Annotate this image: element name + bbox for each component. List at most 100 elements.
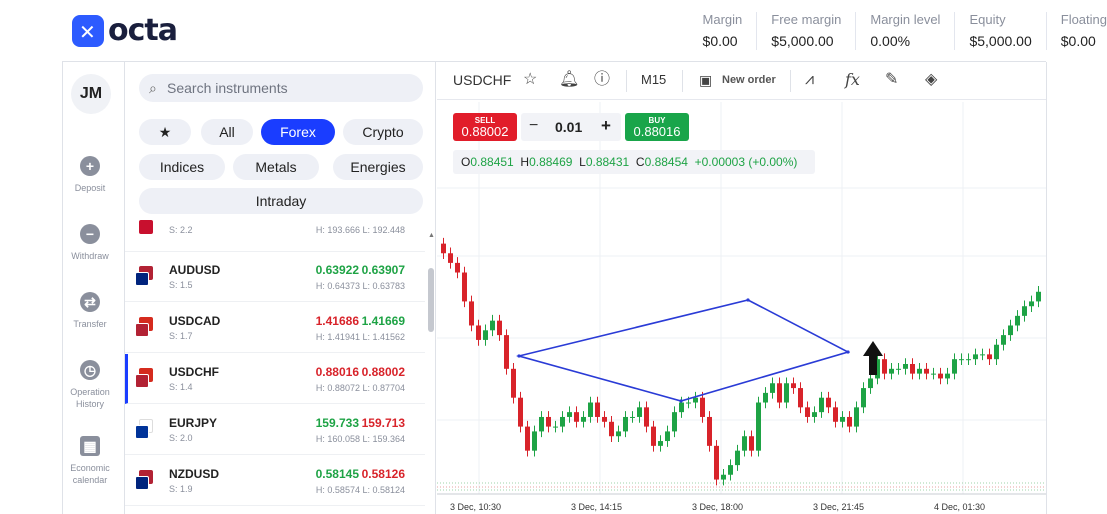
candle xyxy=(749,436,754,451)
filter-all[interactable]: All xyxy=(201,119,253,145)
pencil-icon[interactable]: ✎ xyxy=(885,71,899,88)
candle xyxy=(1008,325,1013,336)
candle xyxy=(672,412,677,432)
increase-qty-button[interactable]: + xyxy=(601,116,611,135)
bid-price[interactable]: 0.63922 xyxy=(315,263,359,277)
list-item[interactable]: S: 2.2 H: 193.666 L: 192.448 xyxy=(125,214,425,252)
candle xyxy=(819,397,824,413)
instrument-usdcad[interactable]: USDCAD S: 1.7 1.41686 1.41669 H: 1.41941… xyxy=(125,303,425,353)
new-order-icon[interactable]: ▣ xyxy=(699,72,713,88)
candle xyxy=(791,383,796,389)
candle xyxy=(966,359,971,361)
candle xyxy=(490,320,495,331)
candle xyxy=(476,325,481,340)
candle xyxy=(805,407,810,417)
candle xyxy=(441,243,446,254)
ask-price[interactable]: 0.58126 xyxy=(361,467,405,481)
economic-calendar-button[interactable]: ▦ Economic calendar xyxy=(70,436,110,485)
candle xyxy=(987,354,992,360)
bid-price[interactable]: 159.733 xyxy=(315,416,359,430)
indicators-icon[interactable]: ⩘ xyxy=(805,71,815,88)
scroll-up-icon[interactable]: ▲ xyxy=(428,232,435,239)
candle xyxy=(742,436,747,451)
quantity-stepper: − 0.01 + xyxy=(521,113,621,141)
brand-name: octa xyxy=(108,13,178,48)
candle xyxy=(651,426,656,446)
operation-history-button[interactable]: ◷ Operation History xyxy=(70,360,110,409)
filter-energies[interactable]: Energies xyxy=(333,154,423,180)
timeframe-selector[interactable]: M15 xyxy=(641,72,667,87)
octa-logo-icon: ✕ xyxy=(72,15,104,47)
candle xyxy=(1001,335,1006,345)
frame-divider xyxy=(62,61,1046,62)
instrument-usdchf[interactable]: USDCHF S: 1.4 0.88016 0.88002 H: 0.88072… xyxy=(125,354,425,404)
octa-logo[interactable]: ✕ octa xyxy=(72,13,178,48)
filter-favorites[interactable]: ★ xyxy=(139,119,191,145)
x-tick-label: 3 Dec, 10:30 xyxy=(450,502,502,512)
ask-price[interactable]: 0.63907 xyxy=(361,263,405,277)
spread-value: S: 1.5 xyxy=(169,280,193,290)
metric-margin-level: Margin level 0.00% xyxy=(855,12,940,50)
top-bar: ✕ octa Margin $0.00 Free margin $5,000.00 … xyxy=(0,0,1107,62)
metric-free-margin: Free margin $5,000.00 xyxy=(756,12,841,50)
clock-icon: ◷ xyxy=(80,360,100,380)
candle xyxy=(840,416,845,422)
ask-price[interactable]: 1.41669 xyxy=(361,314,405,328)
x-axis: 3 Dec, 10:30 3 Dec, 14:15 3 Dec, 18:00 3… xyxy=(437,502,1046,514)
instrument-eurjpy[interactable]: EURJPY S: 2.0 159.733 159.713 H: 160.058… xyxy=(125,405,425,455)
candle xyxy=(763,392,768,403)
instrument-nzdusd[interactable]: NZDUSD S: 1.9 0.58145 0.58126 H: 0.58574… xyxy=(125,456,425,506)
function-icon[interactable]: fx xyxy=(845,70,860,89)
bid-price[interactable]: 0.58145 xyxy=(315,467,359,481)
ask-price[interactable]: 0.88002 xyxy=(361,365,405,379)
candle xyxy=(1015,315,1020,326)
sell-button[interactable]: SELL 0.88002 xyxy=(453,113,517,141)
chart-symbol[interactable]: USDCHF xyxy=(453,72,512,88)
info-icon[interactable]: ⓘ xyxy=(594,71,611,88)
candle xyxy=(560,416,565,427)
decrease-qty-button[interactable]: − xyxy=(529,117,539,134)
candle xyxy=(553,426,558,428)
list-scrollbar[interactable] xyxy=(428,268,434,332)
candle xyxy=(882,359,887,374)
filter-crypto[interactable]: Crypto xyxy=(343,119,423,145)
chart-area: USDCHF ☆ 🔔︎ ⓘ M15 ▣ New order ⩘ fx ✎ ◈ S… xyxy=(437,62,1046,514)
left-nav: JM + Deposit − Withdraw ⇄ Transfer ◷ Ope… xyxy=(62,62,124,514)
candle xyxy=(875,359,880,379)
avatar[interactable]: JM xyxy=(71,74,111,114)
x-tick-label: 3 Dec, 18:00 xyxy=(692,502,744,512)
ask-price[interactable]: 159.713 xyxy=(361,416,405,430)
x-tick-label: 4 Dec, 01:30 xyxy=(934,502,986,512)
candle xyxy=(952,359,957,374)
filter-forex[interactable]: Forex xyxy=(261,119,335,145)
metric-margin: Margin $0.00 xyxy=(702,12,743,49)
candle xyxy=(679,402,684,413)
symbol: AUDUSD xyxy=(169,263,221,277)
bell-icon[interactable]: 🔔︎ xyxy=(559,71,580,88)
filter-metals[interactable]: Metals xyxy=(233,154,319,180)
candle xyxy=(630,416,635,418)
filter-indices[interactable]: Indices xyxy=(139,154,225,180)
candle xyxy=(980,354,985,356)
quantity-value[interactable]: 0.01 xyxy=(555,119,583,135)
bid-price[interactable]: 0.88016 xyxy=(315,365,359,379)
search-input[interactable] xyxy=(167,74,417,102)
star-icon[interactable]: ☆ xyxy=(523,71,538,88)
instrument-audusd[interactable]: AUDUSD S: 1.5 0.63922 0.63907 H: 0.64373… xyxy=(125,252,425,302)
candle xyxy=(637,407,642,417)
buy-button[interactable]: BUY 0.88016 xyxy=(625,113,689,141)
bid-price[interactable]: 1.41686 xyxy=(315,314,359,328)
new-order-button[interactable]: New order xyxy=(722,74,776,86)
candle xyxy=(1029,301,1034,307)
filter-intraday[interactable]: Intraday xyxy=(139,188,423,214)
transfer-button[interactable]: ⇄ Transfer xyxy=(73,292,107,329)
deposit-button[interactable]: + Deposit xyxy=(74,156,106,193)
candle xyxy=(644,407,649,427)
x-tick-label: 3 Dec, 14:15 xyxy=(571,502,623,512)
candle xyxy=(602,416,607,422)
layers-icon[interactable]: ◈ xyxy=(925,71,938,88)
withdraw-button[interactable]: − Withdraw xyxy=(71,224,109,261)
symbol: USDCAD xyxy=(169,314,221,328)
pattern-vertex xyxy=(746,298,750,302)
transfer-icon: ⇄ xyxy=(80,292,100,312)
